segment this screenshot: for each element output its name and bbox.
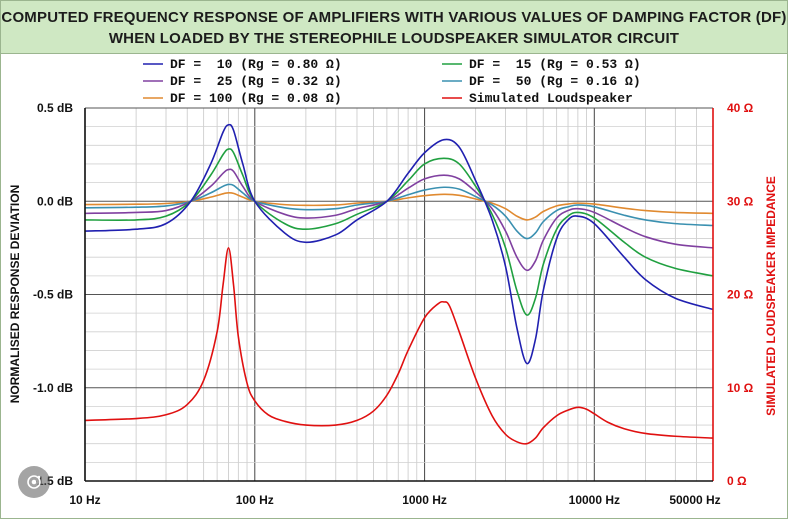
x-tick-label: 10000 Hz [569, 493, 620, 507]
legend-label-df10: DF = 10 (Rg = 0.80 Ω) [170, 57, 342, 72]
x-tick-label: 1000 Hz [402, 493, 447, 507]
x-tick-label: 100 Hz [236, 493, 274, 507]
y-tick-label-right: 40 Ω [727, 101, 754, 115]
y-tick-label-left: 0.0 dB [37, 194, 73, 208]
lens-badge[interactable] [18, 466, 50, 498]
legend-label-speaker: Simulated Loudspeaker [469, 91, 633, 106]
legend-label-df100: DF = 100 (Rg = 0.08 Ω) [170, 91, 342, 106]
y-tick-label-left: 0.5 dB [37, 101, 73, 115]
y-axis-label-right: SIMULATED LOUDSPEAKER IMPEDANCE [764, 176, 778, 416]
y-tick-label-right: 0 Ω [727, 474, 747, 488]
axes [84, 108, 714, 482]
y-tick-label-right: 10 Ω [727, 381, 754, 395]
title-band: COMPUTED FREQUENCY RESPONSE OF AMPLIFIER… [1, 1, 787, 54]
series-line-df15 [84, 148, 714, 316]
chart-title-line-1: COMPUTED FREQUENCY RESPONSE OF AMPLIFIER… [1, 9, 787, 26]
series-line-df100 [84, 192, 714, 221]
y-tick-label-left: -0.5 dB [33, 288, 73, 302]
series-line-df25 [84, 168, 714, 272]
x-tick-label: 10 Hz [69, 493, 100, 507]
legend-label-df25: DF = 25 (Rg = 0.32 Ω) [170, 74, 342, 89]
legend-label-df50: DF = 50 (Rg = 0.16 Ω) [469, 74, 641, 89]
y-tick-label-right: 20 Ω [727, 288, 754, 302]
y-tick-label-left: -1.0 dB [33, 381, 73, 395]
legend: DF = 10 (Rg = 0.80 Ω) DF = 15 (Rg = 0.53 … [143, 57, 641, 106]
y-tick-label-right: 30 Ω [727, 194, 754, 208]
chart-title-line-2: WHEN LOADED BY THE STEREOPHILE LOUDSPEAK… [108, 30, 680, 47]
y-axis-label-left: NORMALISED RESPONSE DEVIATION [8, 185, 22, 403]
series-line-df10 [84, 123, 714, 365]
series-line-df50 [84, 183, 714, 240]
x-tick-label: 50000 Hz [669, 493, 720, 507]
series-layer [84, 123, 714, 445]
lens-icon [27, 475, 41, 489]
series-line-speaker [84, 247, 714, 445]
legend-label-df15: DF = 15 (Rg = 0.53 Ω) [469, 57, 641, 72]
grid [84, 107, 714, 482]
